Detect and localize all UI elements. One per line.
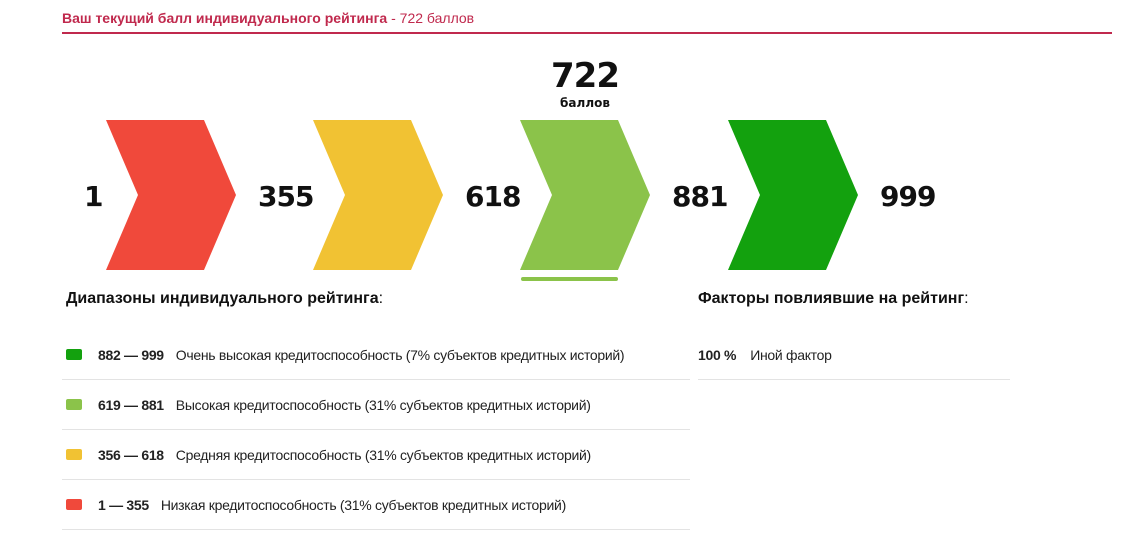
header-title: Ваш текущий балл индивидуального рейтинг… [62, 10, 388, 26]
current-segment-marker [521, 277, 618, 281]
segment-low-chevron [106, 120, 236, 270]
segment-very-high-chevron [728, 120, 858, 270]
range-swatch [66, 449, 82, 460]
range-swatch [66, 399, 82, 410]
factors-title-colon: : [964, 290, 969, 307]
ranges-title-text: Диапазоны индивидуального рейтинга [66, 290, 379, 307]
range-description: Средняя кредитоспособность (31% субъекто… [175, 446, 591, 463]
range-row-high: 619 — 881 Высокая кредитоспособность (31… [62, 380, 690, 430]
segment-high-chevron [520, 120, 650, 270]
factors-title-text: Факторы повлиявшие на рейтинг [698, 290, 965, 307]
ranges-title-colon: : [378, 290, 384, 307]
ranges-list: 882 — 999 Очень высокая кредитоспособнос… [62, 330, 690, 530]
range-row-very-high: 882 — 999 Очень высокая кредитоспособнос… [62, 330, 690, 380]
boundary-355: 355 [258, 180, 314, 213]
boundary-618: 618 [465, 180, 521, 213]
segment-high-shape [520, 120, 650, 270]
header-separator: - [387, 10, 400, 26]
ranges-title: Диапазоны индивидуального рейтинга: [66, 290, 383, 308]
range-value: 356 — 618 [98, 446, 164, 463]
range-value: 882 — 999 [98, 346, 164, 363]
range-description: Очень высокая кредитоспособность (7% суб… [175, 346, 625, 363]
segment-medium-chevron [313, 120, 443, 270]
range-row-medium: 356 — 618 Средняя кредитоспособность (31… [62, 430, 690, 480]
segment-medium-shape [313, 120, 443, 270]
factor-percent: 100 % [698, 346, 737, 363]
factor-row: 100 % Иной фактор [698, 330, 1010, 380]
current-score-unit: баллов [560, 96, 610, 110]
header-score: 722 баллов [399, 10, 475, 26]
range-row-low: 1 — 355 Низкая кредитоспособность (31% с… [62, 480, 690, 530]
segment-very-high-shape [728, 120, 858, 270]
current-score: 722 [551, 56, 620, 96]
factors-title: Факторы повлиявшие на рейтинг: [698, 290, 969, 308]
range-description: Низкая кредитоспособность (31% субъектов… [160, 496, 566, 513]
page-header: Ваш текущий балл индивидуального рейтинг… [62, 8, 1112, 34]
range-description: Высокая кредитоспособность (31% субъекто… [175, 396, 591, 413]
boundary-881: 881 [672, 180, 728, 213]
boundary-999: 999 [880, 180, 936, 213]
range-swatch [66, 499, 82, 510]
range-value: 619 — 881 [98, 396, 164, 413]
range-swatch [66, 349, 82, 360]
factors-list: 100 % Иной фактор [698, 330, 1010, 380]
factor-label: Иной фактор [750, 346, 832, 363]
segment-low-shape [106, 120, 236, 270]
rating-gauge: 722 баллов 1 355 618 881 999 [0, 40, 1146, 290]
range-value: 1 — 355 [98, 496, 149, 513]
boundary-1: 1 [84, 180, 104, 213]
